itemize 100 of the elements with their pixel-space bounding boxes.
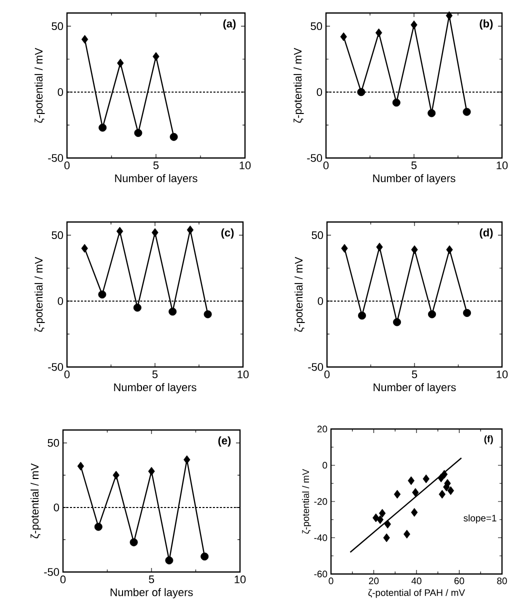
y-tick-label: 50 bbox=[52, 231, 64, 240]
point bbox=[383, 533, 390, 542]
point bbox=[358, 312, 366, 320]
point bbox=[81, 34, 88, 44]
x-tick-label: 40 bbox=[411, 578, 422, 584]
x-axis-title: Number of layers bbox=[114, 383, 196, 394]
y-tick-label: 50 bbox=[52, 22, 64, 30]
annotation: (c) bbox=[221, 228, 234, 239]
point bbox=[422, 474, 430, 484]
x-tick-label: 10 bbox=[496, 162, 508, 170]
y-axis-title: ζ-potential / mV bbox=[34, 48, 45, 123]
point bbox=[112, 470, 120, 480]
point bbox=[357, 88, 366, 96]
x-axis-title: Number of layers bbox=[115, 174, 198, 184]
point bbox=[130, 538, 138, 546]
y-tick-label: -50 bbox=[308, 363, 324, 371]
y-tick-label: 20 bbox=[317, 426, 328, 432]
y-tick-label: 0 bbox=[318, 297, 324, 305]
x-tick-label: 5 bbox=[148, 576, 154, 584]
point bbox=[384, 520, 391, 529]
y-tick-label: 0 bbox=[54, 504, 60, 512]
annotation: (d) bbox=[480, 228, 493, 239]
annotation: (f) bbox=[484, 435, 493, 444]
point bbox=[446, 11, 453, 20]
y-tick-label: -50 bbox=[307, 154, 322, 162]
point bbox=[412, 488, 419, 497]
y-tick-label: -60 bbox=[314, 570, 328, 578]
point bbox=[340, 32, 347, 42]
y-axis-title: ζ-potential / mV bbox=[294, 48, 304, 123]
point bbox=[98, 290, 106, 298]
x-axis-title: Number of layers bbox=[373, 174, 456, 184]
point bbox=[341, 244, 348, 253]
y-axis-title: ζ-potential / mV bbox=[34, 256, 45, 332]
point bbox=[165, 556, 174, 564]
y-tick-label: -50 bbox=[48, 363, 64, 371]
point bbox=[375, 28, 382, 38]
annotation: (e) bbox=[218, 436, 231, 447]
point bbox=[376, 515, 384, 524]
point bbox=[447, 486, 454, 496]
point bbox=[200, 552, 209, 560]
point bbox=[392, 98, 400, 107]
point bbox=[148, 466, 155, 476]
point bbox=[94, 522, 102, 531]
x-tick-label: 0 bbox=[328, 578, 334, 584]
point bbox=[117, 58, 124, 68]
point bbox=[133, 304, 142, 312]
point bbox=[411, 245, 418, 254]
annotation: (b) bbox=[480, 19, 493, 30]
y-tick-label: 0 bbox=[58, 297, 64, 305]
point bbox=[408, 476, 414, 486]
x-tick-label: 0 bbox=[64, 370, 70, 378]
point bbox=[446, 245, 453, 254]
point bbox=[81, 244, 88, 253]
y-tick-label: 50 bbox=[312, 231, 324, 240]
point bbox=[438, 490, 446, 499]
point bbox=[134, 128, 142, 137]
point bbox=[404, 530, 410, 539]
point bbox=[393, 318, 401, 326]
point bbox=[168, 308, 177, 316]
point bbox=[152, 52, 160, 61]
x-tick-label: 80 bbox=[497, 578, 507, 584]
y-tick-label: 0 bbox=[58, 88, 64, 96]
point bbox=[77, 462, 84, 471]
y-axis-title: ζ-potential / mV bbox=[302, 468, 311, 534]
point bbox=[204, 310, 212, 318]
y-tick-label: 50 bbox=[310, 22, 322, 30]
x-tick-label: 5 bbox=[411, 162, 417, 170]
point bbox=[184, 455, 190, 464]
point bbox=[428, 109, 436, 118]
point bbox=[152, 228, 158, 237]
annotation: (a) bbox=[223, 19, 236, 30]
y-tick-label: -50 bbox=[48, 154, 64, 162]
point bbox=[463, 308, 471, 317]
x-axis-title: Number of layers bbox=[110, 588, 193, 598]
annotation: slope=1 bbox=[464, 514, 496, 524]
x-axis-title: Number of layers bbox=[374, 383, 456, 394]
point bbox=[440, 470, 448, 479]
point bbox=[378, 508, 386, 518]
point bbox=[411, 508, 418, 517]
x-tick-label: 60 bbox=[454, 578, 464, 584]
x-tick-label: 5 bbox=[153, 162, 159, 170]
x-tick-label: 10 bbox=[496, 370, 508, 378]
y-axis-title: ζ-potential / mV bbox=[30, 463, 41, 538]
y-axis-title: ζ-potential / mV bbox=[294, 256, 305, 332]
x-tick-label: 10 bbox=[234, 576, 246, 584]
x-tick-label: 10 bbox=[238, 370, 249, 378]
x-axis-title: ζ-potential of PAH / mV bbox=[368, 589, 466, 598]
y-tick-label: -20 bbox=[314, 498, 328, 505]
point bbox=[428, 310, 436, 318]
x-tick-label: 10 bbox=[240, 162, 251, 170]
point bbox=[116, 226, 124, 236]
y-tick-label: 0 bbox=[316, 88, 322, 96]
point bbox=[410, 20, 418, 30]
point bbox=[186, 226, 194, 234]
point bbox=[376, 242, 383, 252]
x-tick-label: 5 bbox=[412, 370, 418, 378]
point bbox=[394, 490, 401, 499]
point bbox=[98, 124, 107, 132]
x-tick-label: 5 bbox=[152, 370, 158, 378]
y-tick-label: 50 bbox=[48, 439, 60, 447]
